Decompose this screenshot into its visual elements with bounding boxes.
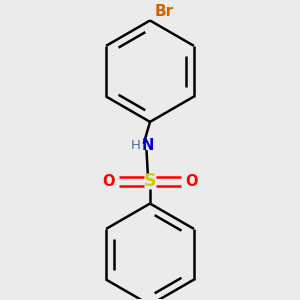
Text: Br: Br: [154, 4, 173, 19]
Text: S: S: [144, 172, 156, 190]
Text: O: O: [185, 173, 198, 188]
Text: N: N: [142, 138, 154, 153]
Text: O: O: [102, 173, 115, 188]
Text: H: H: [130, 139, 140, 152]
